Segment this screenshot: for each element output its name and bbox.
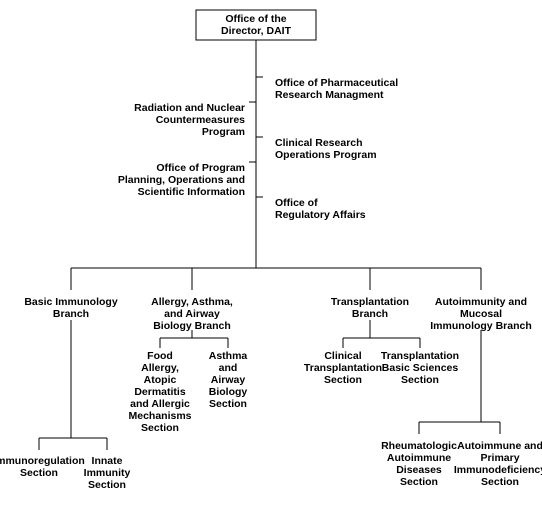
node-label-branch3: Transplantation bbox=[331, 296, 409, 308]
node-label-b3_c2: Basic Sciences bbox=[382, 362, 459, 374]
node-label-b2_c2: Airway bbox=[211, 374, 246, 386]
node-label-b2_c2: Section bbox=[209, 398, 247, 410]
node-label-right2: Operations Program bbox=[275, 149, 377, 161]
node-label-b2_c1: Mechanisms bbox=[128, 410, 191, 422]
node-label-b2_c1: Dermatitis bbox=[134, 386, 186, 398]
node-label-branch3: Branch bbox=[352, 308, 388, 320]
node-label-b1_c2: Innate bbox=[92, 455, 123, 467]
node-label-b2_c1: Allergy, bbox=[141, 362, 179, 374]
node-label-b2_c1: and Allergic bbox=[130, 398, 190, 410]
node-label-right3: Regulatory Affairs bbox=[275, 209, 366, 221]
node-label-b4_c2: Autoimmune and bbox=[457, 440, 542, 452]
node-label-b3_c1: Clinical bbox=[324, 350, 361, 362]
node-label-branch4: Mucosal bbox=[460, 308, 502, 320]
node-label-b3_c1: Section bbox=[324, 374, 362, 386]
node-label-b2_c1: Atopic bbox=[144, 374, 177, 386]
node-label-branch1: Basic Immunology bbox=[24, 296, 118, 308]
node-label-branch1: Branch bbox=[53, 308, 89, 320]
node-label-right2: Clinical Research bbox=[275, 137, 363, 149]
node-label-b1_c2: Immunity bbox=[84, 467, 131, 479]
node-label-b4_c2: Primary bbox=[480, 452, 519, 464]
node-label-b4_c1: Section bbox=[400, 476, 438, 488]
node-label-left1: Countermeasures bbox=[156, 114, 245, 126]
node-label-b2_c2: and bbox=[219, 362, 238, 374]
node-label-left1: Program bbox=[202, 126, 245, 138]
node-label-b4_c2: Section bbox=[481, 476, 519, 488]
node-label-b3_c2: Transplantation bbox=[381, 350, 459, 362]
node-label-branch4: Immunology Branch bbox=[430, 320, 532, 332]
node-label-left2: Office of Program bbox=[156, 162, 245, 174]
node-label-left2: Scientific Information bbox=[138, 186, 245, 198]
node-label-b3_c2: Section bbox=[401, 374, 439, 386]
node-label-b1_c2: Section bbox=[88, 479, 126, 491]
node-label-branch2: and Airway bbox=[164, 308, 220, 320]
org-chart: Office of theDirector, DAIT Radiation and… bbox=[0, 0, 542, 512]
node-label-right3: Office of bbox=[275, 197, 318, 209]
node-label-left1: Radiation and Nuclear bbox=[134, 102, 245, 114]
node-label-b2_c1: Section bbox=[141, 422, 179, 434]
node-label-b4_c1: Autoimmune bbox=[387, 452, 451, 464]
node-label-b2_c1: Food bbox=[147, 350, 173, 362]
node-label-b2_c2: Asthma bbox=[209, 350, 248, 362]
node-label-b1_c1: Immunoregulation bbox=[0, 455, 85, 467]
node-label-right1: Research Managment bbox=[275, 89, 384, 101]
node-label-b2_c2: Biology bbox=[209, 386, 248, 398]
node-label-b3_c1: Transplantation bbox=[304, 362, 382, 374]
node-label-b1_c1: Section bbox=[20, 467, 58, 479]
node-label-root: Office of the bbox=[225, 13, 286, 25]
node-label-branch4: Autoimmunity and bbox=[435, 296, 527, 308]
node-label-branch2: Biology Branch bbox=[153, 320, 231, 332]
node-label-left2: Planning, Operations and bbox=[118, 174, 245, 186]
node-label-b4_c2: Immunodeficiency bbox=[454, 464, 542, 476]
node-label-branch2: Allergy, Asthma, bbox=[151, 296, 233, 308]
node-label-right1: Office of Pharmaceutical bbox=[275, 77, 398, 89]
node-label-b4_c1: Rheumatologic bbox=[381, 440, 457, 452]
node-label-b4_c1: Diseases bbox=[396, 464, 442, 476]
node-label-root: Director, DAIT bbox=[221, 25, 292, 37]
